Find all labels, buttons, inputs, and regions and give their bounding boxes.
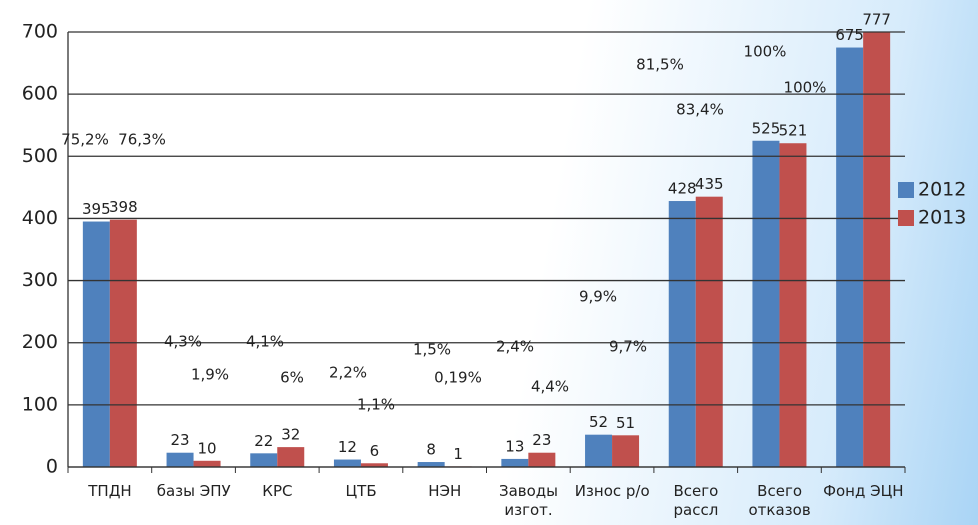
- annotation: 75,2%: [61, 131, 109, 149]
- value-label: 51: [616, 414, 635, 432]
- x-tick-label: Заводы изгот.: [498, 482, 559, 519]
- y-tick-label: 500: [22, 145, 58, 167]
- y-tick-label: 0: [46, 456, 58, 478]
- y-tick-label: 400: [22, 207, 58, 229]
- annotation: 100%: [784, 79, 827, 97]
- bar: [417, 462, 445, 467]
- value-label: 22: [254, 432, 273, 450]
- value-label: 6: [370, 442, 380, 460]
- legend-swatch: [898, 182, 914, 198]
- value-label: 398: [109, 198, 138, 216]
- y-tick-label: 100: [22, 393, 58, 415]
- bar: [501, 458, 529, 467]
- value-label: 521: [779, 122, 808, 140]
- value-label: 395: [82, 200, 111, 218]
- value-label: 525: [752, 119, 781, 137]
- bar: [585, 434, 613, 467]
- value-label: 13: [505, 437, 524, 455]
- annotation: 4,3%: [164, 333, 202, 351]
- annotation: 2,4%: [496, 338, 534, 356]
- legend-label: 2012: [918, 179, 966, 201]
- bar: [250, 453, 278, 467]
- y-tick-label: 200: [22, 331, 58, 353]
- bar: [360, 463, 388, 467]
- y-tick-label: 600: [22, 83, 58, 105]
- annotation: 4,4%: [531, 378, 569, 396]
- bar: [528, 452, 556, 467]
- bars: [82, 32, 891, 468]
- bar: [333, 459, 361, 467]
- legend-label: 2013: [918, 207, 966, 229]
- x-tick-label: ЦТБ: [345, 482, 377, 500]
- x-tick-label: базы ЭПУ: [156, 482, 231, 500]
- annotation: 0,19%: [434, 369, 482, 387]
- bar: [612, 435, 640, 467]
- annotation: 2,2%: [329, 364, 367, 382]
- x-tick-label: НЭН: [428, 482, 462, 500]
- annotation: 83,4%: [676, 101, 724, 119]
- bar: [863, 32, 891, 468]
- value-label: 23: [171, 431, 190, 449]
- annotation: 1,9%: [191, 366, 229, 384]
- annotation: 9,9%: [579, 288, 617, 306]
- annotation: 81,5%: [636, 56, 684, 74]
- bar: [752, 140, 780, 467]
- annotation: 1,5%: [413, 341, 451, 359]
- value-label: 23: [532, 431, 551, 449]
- value-label: 10: [198, 439, 217, 457]
- value-label: 32: [281, 426, 300, 444]
- annotation: 1,1%: [357, 396, 395, 414]
- value-label: 52: [589, 413, 608, 431]
- x-tick-label: Всего рассл: [673, 482, 719, 519]
- value-label: 435: [695, 175, 724, 193]
- x-tick-label: ТПДН: [88, 482, 132, 500]
- bar: [779, 143, 807, 467]
- value-label: 12: [338, 438, 357, 456]
- bar: [82, 221, 110, 467]
- bar: [668, 201, 696, 467]
- annotation: 100%: [744, 43, 787, 61]
- bar: [836, 47, 864, 468]
- value-label: 1: [453, 445, 463, 463]
- legend-swatch: [898, 210, 914, 226]
- annotation: 4,1%: [246, 333, 284, 351]
- bar: [193, 460, 221, 467]
- bar: [695, 196, 723, 467]
- annotation: 6%: [280, 369, 304, 387]
- value-label: 8: [426, 441, 436, 459]
- annotation: 76,3%: [118, 131, 166, 149]
- x-tick-label: КРС: [262, 482, 293, 500]
- bar: [277, 447, 305, 467]
- y-tick-label: 700: [22, 21, 58, 43]
- x-tick-label: Износ р/о: [574, 482, 650, 500]
- y-tick-label: 300: [22, 269, 58, 291]
- x-tick-label: Всего отказов: [748, 482, 811, 519]
- x-tick-label: Фонд ЭЦН: [823, 482, 904, 500]
- annotation: 9,7%: [609, 338, 647, 356]
- value-label: 777: [862, 11, 891, 29]
- value-label: 675: [835, 26, 864, 44]
- value-label: 428: [668, 180, 697, 198]
- bar: [166, 452, 194, 467]
